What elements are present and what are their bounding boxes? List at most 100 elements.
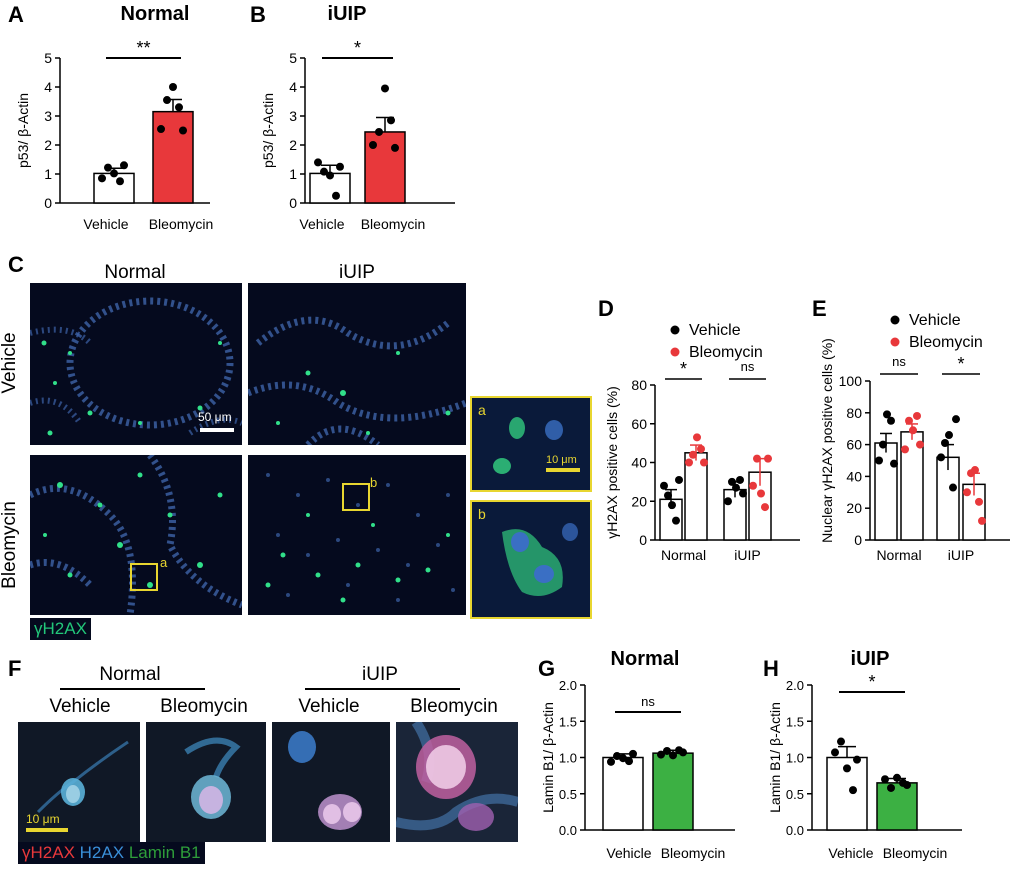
micrograph-normal-bleomycin: a — [30, 455, 242, 615]
cell-image — [36, 740, 129, 814]
panel-letter-e: E — [812, 296, 827, 321]
cell-image — [288, 731, 362, 830]
y-tick-label: 0 — [639, 532, 647, 548]
f-normal-vehicle: 10 μm — [18, 722, 140, 842]
data-point — [945, 431, 953, 440]
data-point — [739, 489, 747, 498]
y-tick-label: 0.5 — [559, 787, 577, 802]
data-point — [843, 764, 851, 773]
data-point — [697, 444, 705, 453]
tissue-image — [248, 316, 466, 445]
legend-marker-bleomycin — [670, 347, 680, 357]
y-tick-label: 1.5 — [786, 714, 804, 729]
f-group-normal-line — [60, 688, 205, 690]
y-tick-label: 60 — [631, 416, 647, 432]
data-point — [887, 783, 895, 792]
y-tick-label: 0 — [44, 195, 52, 211]
chart-title: iUIP — [328, 3, 367, 25]
y-tick-label: 1 — [289, 166, 297, 182]
scale-bar-50 — [200, 428, 234, 432]
bar-bleomycin — [652, 752, 694, 831]
significance-marker: * — [354, 38, 361, 58]
y-tick-label: 0.5 — [786, 787, 804, 802]
inset-box-b — [342, 483, 370, 511]
f-group-normal: Normal — [99, 664, 161, 685]
y-tick-label: 40 — [846, 468, 862, 484]
chart-a-p53-normal: Normal p53/ β-Actin 0 1 2 3 4 5 Vehicle Bleomycin… — [15, 3, 213, 232]
bar-bleomycin — [152, 110, 194, 204]
y-tick-label: 80 — [631, 377, 647, 393]
y-tick-label: 4 — [289, 79, 297, 95]
data-point — [724, 497, 732, 506]
scale-label-10-inset: 10 μm — [546, 454, 577, 466]
data-point — [332, 191, 340, 200]
data-point — [120, 161, 128, 170]
data-point — [381, 84, 389, 93]
data-point — [669, 751, 677, 760]
data-point — [879, 440, 887, 449]
data-point — [157, 125, 165, 134]
data-point — [913, 411, 921, 420]
data-point — [975, 497, 983, 506]
y-tick-label: 0.0 — [786, 823, 804, 838]
significance-marker: ns — [641, 694, 655, 709]
data-point — [736, 475, 744, 484]
data-point — [909, 426, 917, 435]
y-axis-label: Nuclear γH2AX positive cells (%) — [819, 338, 835, 543]
f-stain-yh2ax: γH2AX — [22, 843, 75, 862]
cell-image — [396, 722, 518, 831]
tissue-image — [30, 455, 242, 615]
data-point — [375, 127, 383, 136]
data-point — [978, 516, 986, 525]
micrograph-iuip-bleomycin: b — [248, 455, 466, 615]
data-point — [937, 453, 945, 462]
data-point — [837, 737, 845, 746]
y-tick-label: 20 — [846, 500, 862, 516]
y-tick-label: 60 — [846, 437, 862, 453]
data-point — [693, 433, 701, 442]
data-point — [104, 163, 112, 172]
panel-letter-a: A — [8, 2, 24, 27]
legend-marker-vehicle — [890, 315, 900, 325]
y-tick-label: 2.0 — [559, 678, 577, 693]
data-point — [732, 483, 740, 492]
data-point — [949, 483, 957, 492]
y-axis-label: Lamin B1/ β-Actin — [767, 702, 783, 813]
data-point — [881, 775, 889, 784]
data-point — [625, 757, 633, 766]
chart-title: Normal — [121, 3, 190, 25]
inset-box-label-a: a — [160, 555, 168, 570]
chart-e-nuclear-yh2ax: Vehicle Bleomycin Nuclear γH2AX positive c… — [819, 312, 1010, 563]
data-point — [672, 516, 680, 525]
panel-letter-f: F — [8, 656, 22, 681]
x-tick-label: Bleomycin — [361, 216, 426, 232]
y-tick-label: 0.0 — [559, 823, 577, 838]
y-tick-label: 1.0 — [786, 751, 804, 766]
data-point — [875, 456, 883, 465]
chart-title: iUIP — [851, 648, 890, 670]
micrograph-normal-vehicle: 50 μm — [30, 283, 242, 445]
data-point — [619, 754, 627, 763]
data-point — [169, 83, 177, 91]
data-point — [668, 501, 676, 510]
x-tick-label: Vehicle — [299, 216, 344, 232]
data-point — [391, 143, 399, 152]
f-scale-bar — [26, 828, 68, 832]
cell-image — [184, 737, 241, 819]
bar-bleomycin — [876, 782, 918, 831]
legend-label-vehicle: Vehicle — [909, 312, 961, 329]
f-col-label-3: Vehicle — [298, 696, 360, 717]
data-point — [883, 410, 891, 419]
f-normal-bleomycin — [146, 722, 266, 842]
inset-a-letter: a — [478, 402, 486, 418]
data-point — [179, 126, 187, 135]
x-tick-label: iUIP — [948, 547, 974, 563]
row-label-bleomycin: Bleomycin — [0, 501, 20, 589]
significance-marker: ns — [741, 359, 755, 374]
x-tick-label: iUIP — [734, 547, 760, 563]
y-tick-label: 0 — [289, 195, 297, 211]
data-point — [685, 458, 693, 467]
panel-letter-c: C — [8, 252, 24, 277]
data-point — [98, 174, 106, 183]
